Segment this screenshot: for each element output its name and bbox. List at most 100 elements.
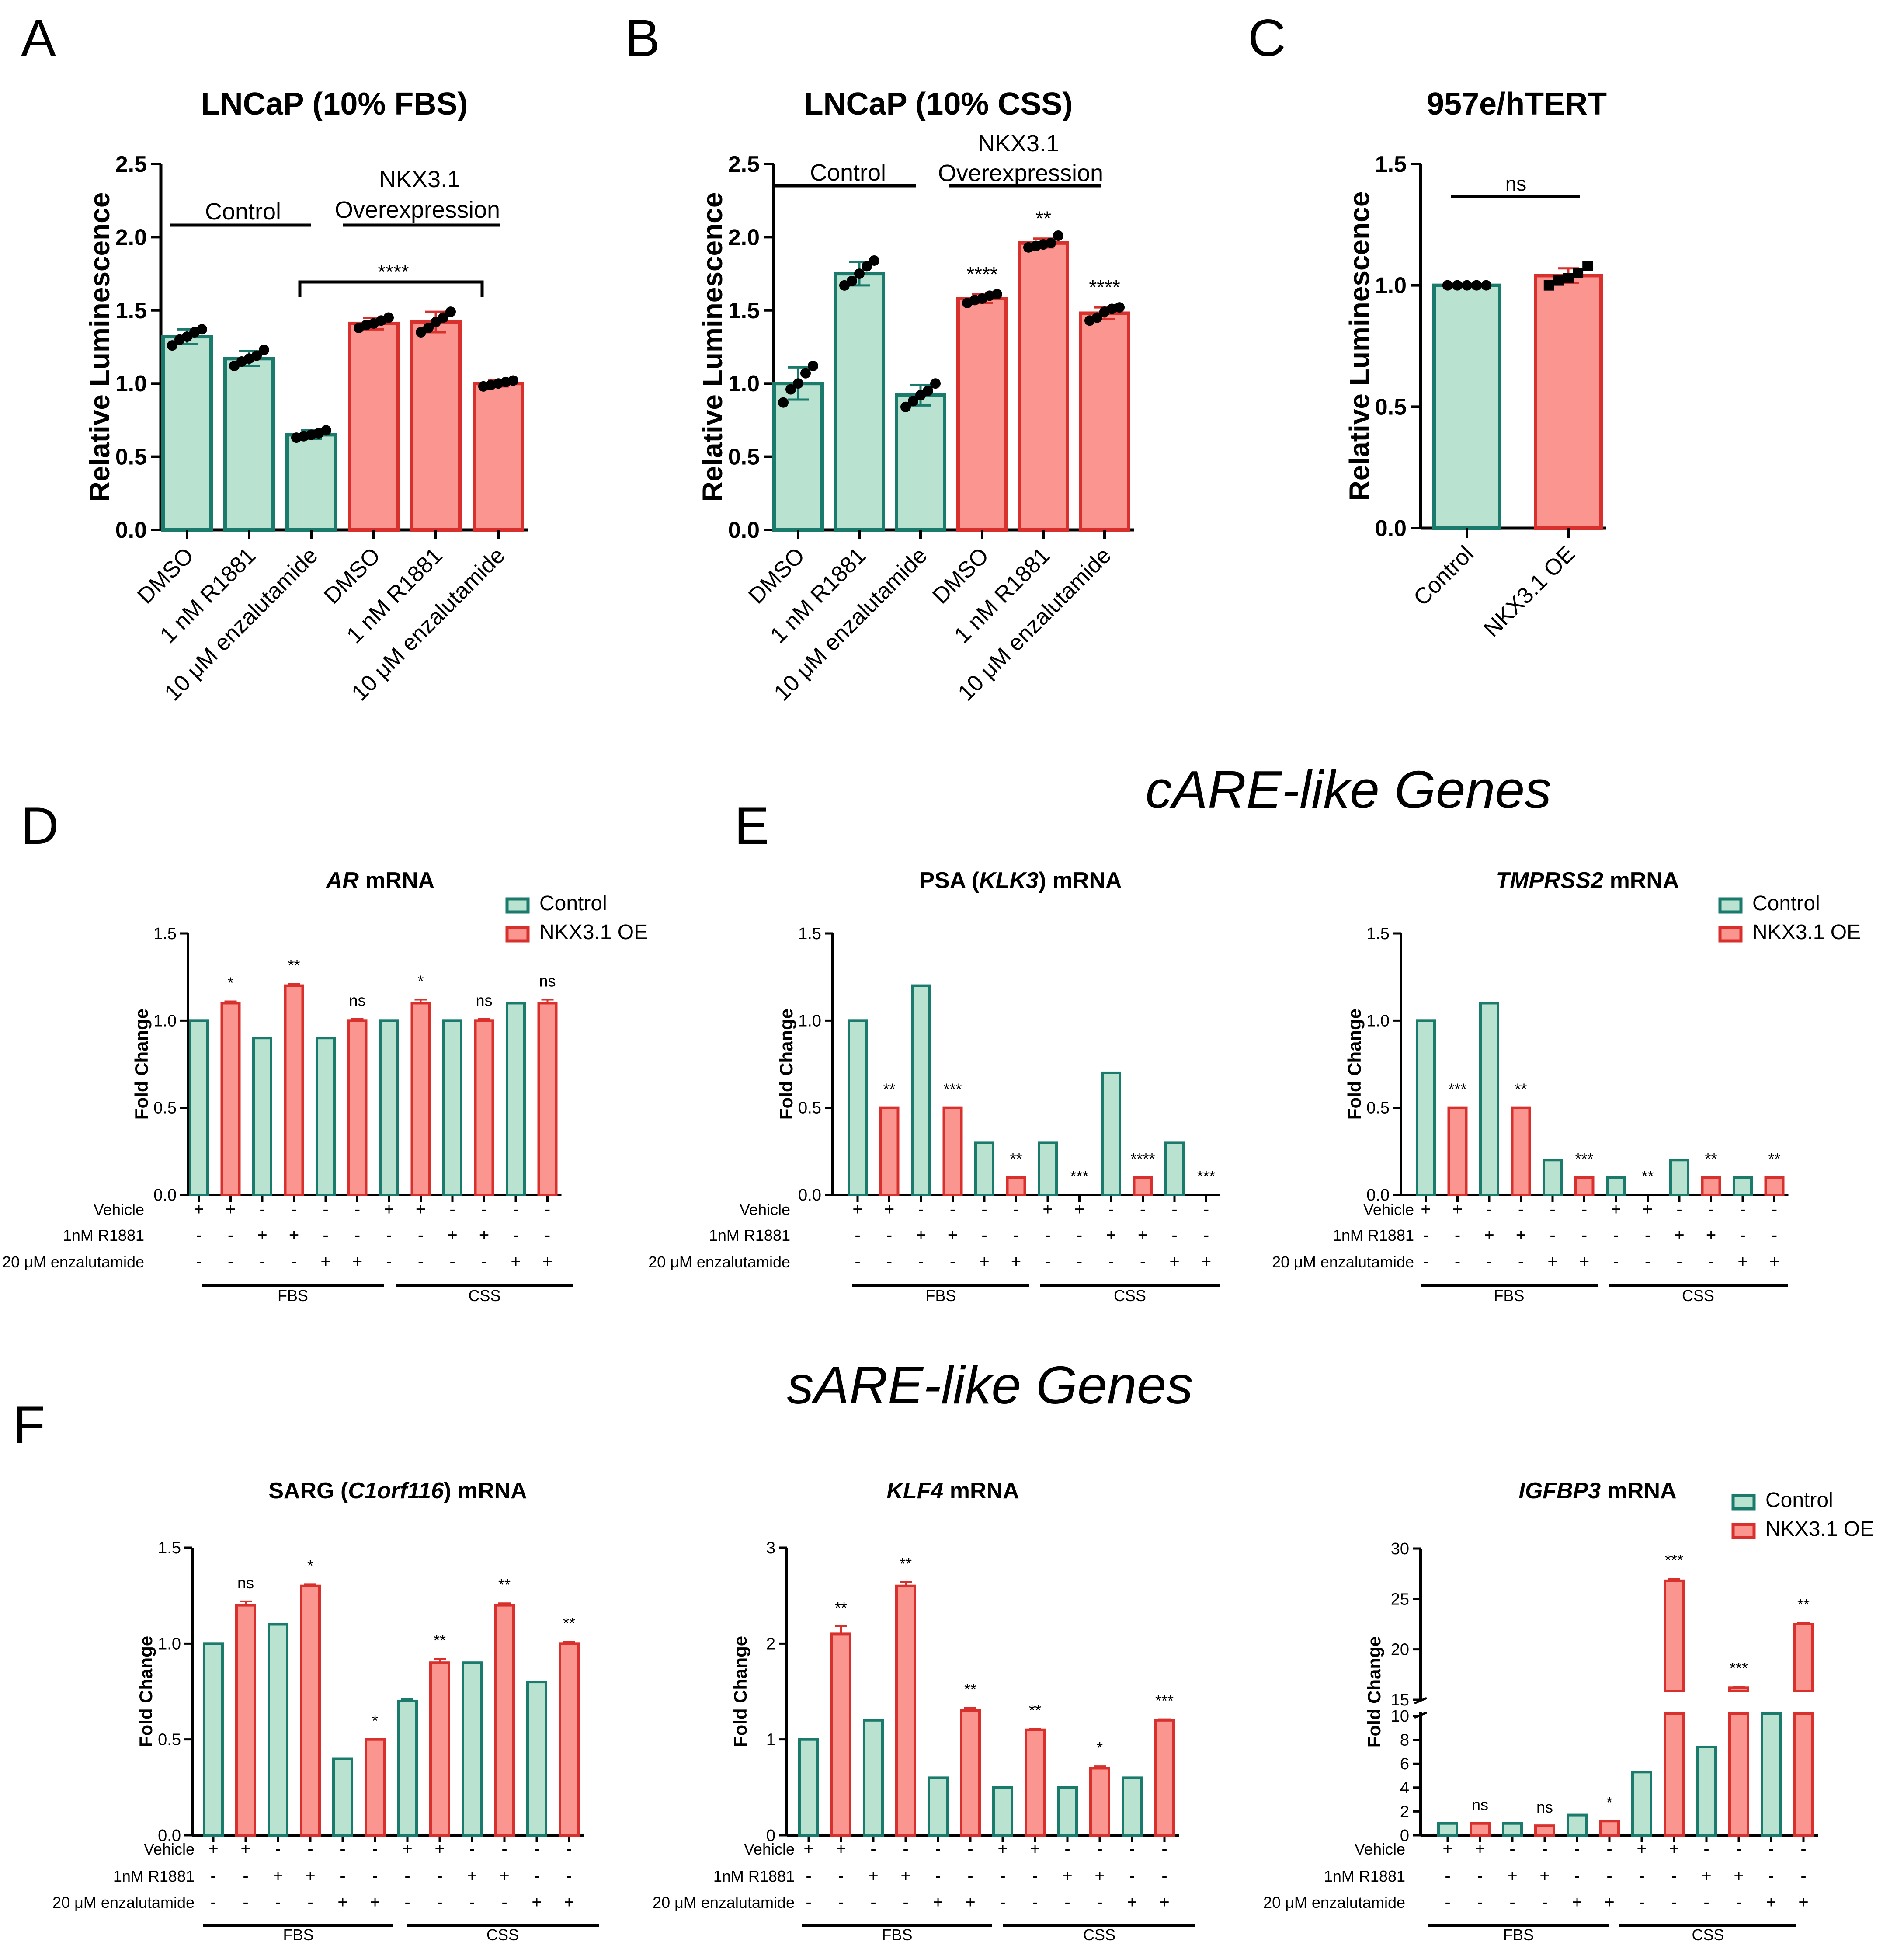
condition-mark: - [481, 1200, 487, 1219]
condition-mark: + [434, 1839, 445, 1859]
bar-significance: ** [498, 1576, 511, 1594]
bar [1470, 1822, 1491, 1837]
condition-mark: - [903, 1893, 908, 1912]
significance-bracket [298, 280, 484, 297]
condition-mark: - [196, 1225, 202, 1245]
condition-mark: - [1740, 1200, 1745, 1219]
y-tick-label: 0.0 [1375, 516, 1407, 541]
bar [1764, 1176, 1785, 1196]
bar [1793, 1712, 1814, 1837]
condition-mark: - [886, 1252, 892, 1271]
condition-mark: + [900, 1866, 910, 1886]
bar [410, 1002, 431, 1196]
y-tick-label: 0.5 [728, 445, 760, 470]
bar [834, 272, 885, 532]
condition-mark: - [1645, 1225, 1650, 1245]
title-part: mRNA [943, 1478, 1019, 1504]
bar-significance: ** [1035, 207, 1051, 230]
bar-significance: *** [1448, 1080, 1466, 1098]
bar [462, 1661, 483, 1837]
condition-mark: + [884, 1200, 894, 1219]
bar [895, 393, 946, 532]
bar [942, 1106, 963, 1197]
bar-significance: * [417, 972, 424, 990]
condition-mark: + [1798, 1893, 1808, 1912]
y-axis-label: Relative Luminescence [1344, 191, 1375, 501]
y-tick-label: 3 [766, 1539, 775, 1557]
condition-mark: + [1674, 1225, 1684, 1245]
condition-row-label: 20 μM enzalutamide [648, 1253, 790, 1271]
y-tick-label: 1.5 [153, 925, 177, 943]
y-tick-label: 0.0 [798, 1186, 821, 1204]
bar [960, 1709, 981, 1837]
condition-mark: - [838, 1866, 844, 1886]
bar [300, 1584, 321, 1837]
condition-mark: + [948, 1225, 958, 1245]
legend-swatch-nkx [1718, 926, 1743, 943]
bar [1101, 1071, 1121, 1197]
condition-mark: + [965, 1893, 975, 1912]
bar-significance: ** [964, 1680, 976, 1698]
condition-mark: - [1509, 1893, 1515, 1912]
y-tick-label: 4 [1400, 1779, 1409, 1797]
section-title-sare: sARE-like Genes [787, 1355, 1193, 1415]
y-tick-label: 1.5 [158, 1539, 181, 1557]
condition-mark: + [1484, 1225, 1494, 1245]
condition-mark: - [275, 1839, 281, 1859]
condition-mark: - [418, 1225, 424, 1245]
bar-significance: ** [1768, 1150, 1780, 1168]
panel-title-E1: PSA (KLK3) mRNA [919, 868, 1122, 893]
bar-significance: *** [1730, 1659, 1748, 1677]
legend-swatch-control [1718, 897, 1743, 914]
bar [1606, 1176, 1626, 1196]
group-label-fbs: FBS [1494, 1287, 1524, 1305]
condition-mark: + [479, 1225, 489, 1245]
data-point [1462, 280, 1472, 291]
condition-mark: - [806, 1893, 811, 1912]
y-tick-label: 1.0 [1375, 273, 1407, 299]
condition-mark: + [1127, 1893, 1137, 1912]
data-point [854, 268, 865, 279]
y-axis-label: Fold Change [136, 1636, 156, 1747]
bar [268, 1623, 288, 1837]
condition-mark: - [291, 1200, 297, 1219]
panel-title-A: LNCaP (10% FBS) [201, 87, 468, 122]
data-point [259, 345, 269, 355]
bar [863, 1719, 884, 1837]
title-part: SARG ( [268, 1478, 348, 1504]
data-point [1471, 280, 1482, 291]
condition-mark: - [1772, 1225, 1777, 1245]
panel-A: A LNCaP (10% FBS) Relative Luminescence0.0… [21, 9, 528, 706]
bar [379, 1019, 399, 1196]
bar-significance: * [1097, 1739, 1103, 1757]
data-point [869, 255, 879, 266]
condition-mark: - [1772, 1200, 1777, 1219]
condition-mark: + [257, 1225, 267, 1245]
condition-mark: - [307, 1893, 313, 1912]
y-tick-label: 1.0 [1366, 1012, 1390, 1030]
y-tick-label: 1.0 [798, 1012, 821, 1030]
group-label-control: Control [205, 198, 281, 225]
condition-mark: + [1201, 1252, 1211, 1271]
condition-mark: - [1639, 1866, 1644, 1886]
panel-title-F3: IGFBP3 mRNA [1518, 1478, 1676, 1504]
condition-mark: + [1547, 1252, 1557, 1271]
condition-mark: - [1032, 1866, 1038, 1886]
condition-mark: - [1639, 1893, 1644, 1912]
panel-letter-A: A [21, 9, 56, 67]
data-point [1046, 237, 1056, 248]
data-point [1114, 302, 1125, 313]
condition-mark: - [1171, 1200, 1177, 1219]
bar-significance: ** [1029, 1702, 1041, 1719]
data-point [508, 375, 518, 386]
condition-mark: - [1077, 1252, 1082, 1271]
panel-letter-C: C [1248, 9, 1286, 67]
bar [879, 1106, 900, 1197]
condition-mark: + [1539, 1866, 1550, 1886]
condition-mark: - [210, 1893, 216, 1912]
condition-mark: + [1442, 1839, 1452, 1859]
y-tick-label: 1.0 [153, 1012, 177, 1030]
